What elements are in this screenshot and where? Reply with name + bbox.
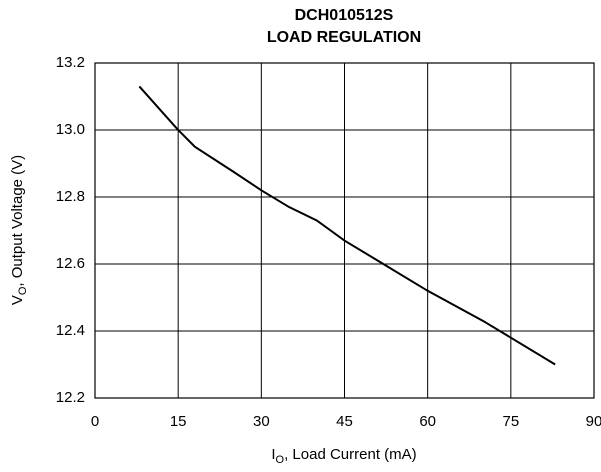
chart-title: LOAD REGULATION: [267, 29, 421, 46]
line: [138, 85, 556, 366]
x-axis-label-main: I: [271, 446, 275, 463]
y-tick-label: 12.8: [56, 188, 85, 205]
chart-title: DCH010512S: [295, 7, 394, 24]
x-tick-label: 15: [170, 413, 187, 430]
y-axis-label-sub: O: [17, 286, 29, 295]
x-tick-label: 90: [586, 413, 601, 430]
y-axis-label: VO, Output Voltage (V): [9, 155, 29, 305]
x-tick-label: 60: [419, 413, 436, 430]
x-tick-label: 45: [336, 413, 353, 430]
x-axis-label-rest: , Load Current (mA): [284, 446, 417, 463]
y-tick-label: 13.0: [56, 121, 85, 138]
y-tick-label: 12.6: [56, 255, 85, 272]
y-tick-label: 13.2: [56, 54, 85, 71]
x-tick-label: 0: [91, 413, 99, 430]
y-tick-label: 12.2: [56, 389, 85, 406]
y-tick-label: 12.4: [56, 322, 85, 339]
x-axis-label: IO, Load Current (mA): [271, 446, 416, 466]
y-axis-label-main: V: [9, 295, 26, 305]
y-axis-label-rest: , Output Voltage (V): [9, 155, 26, 287]
x-axis-label-sub: O: [276, 454, 285, 466]
x-tick-label: 75: [502, 413, 519, 430]
x-tick-label: 30: [253, 413, 270, 430]
